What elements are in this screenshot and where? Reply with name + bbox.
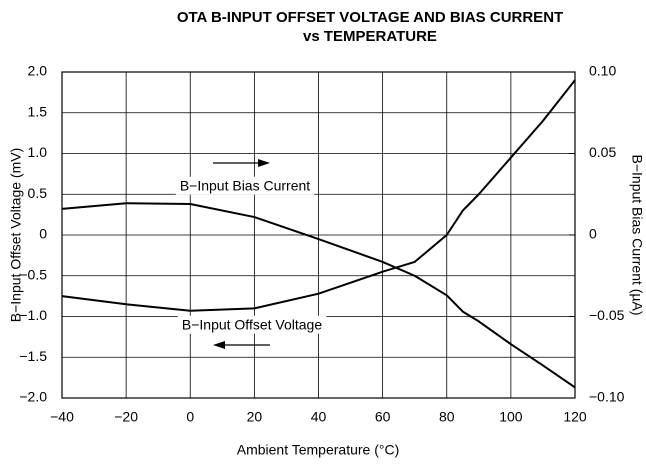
y2-axis-label: B−Input Bias Current (µA) [629, 155, 645, 316]
chart-title: OTA B-INPUT OFFSET VOLTAGE AND BIAS CURR… [177, 9, 563, 26]
chart-title: vs TEMPERATURE [303, 28, 437, 45]
y-tick-label: −2.0 [19, 389, 47, 405]
y-tick-label: 1.5 [28, 103, 48, 119]
series-annotation: B−Input Offset Voltage [182, 317, 322, 333]
annotation-background [177, 315, 327, 334]
y-tick-label: 0.5 [28, 185, 48, 201]
series-line [61, 79, 576, 312]
arrow-head [258, 159, 270, 167]
x-tick-label: 40 [311, 409, 327, 425]
y2-tick-label: −0.05 [589, 307, 625, 323]
series-line [61, 202, 576, 389]
x-tick-label: 0 [186, 409, 194, 425]
y-tick-label: −1.0 [19, 307, 47, 323]
x-tick-label: 80 [439, 409, 455, 425]
y-tick-label: 1.0 [28, 144, 48, 160]
arrow-head [213, 341, 225, 349]
y-tick-label: −0.5 [19, 266, 47, 282]
y2-tick-label: 0.05 [589, 144, 616, 160]
y-tick-label: −1.5 [19, 348, 47, 364]
y-tick-label: 2.0 [28, 63, 48, 79]
y2-tick-label: −0.10 [589, 389, 625, 405]
x-tick-label: 20 [247, 409, 263, 425]
series-annotation: B−Input Bias Current [180, 178, 310, 194]
x-axis-label: Ambient Temperature (°C) [237, 442, 400, 458]
annotation-background [175, 176, 315, 195]
y2-tick-label: 0 [589, 226, 597, 242]
y2-tick-label: 0.10 [589, 63, 616, 79]
y-tick-label: 0 [39, 226, 47, 242]
x-tick-label: −40 [50, 409, 74, 425]
x-tick-label: 60 [375, 409, 391, 425]
x-tick-label: −20 [114, 409, 138, 425]
plot-frame [61, 71, 576, 399]
y-axis-label: B−Input Offset Voltage (mV) [8, 148, 24, 322]
x-tick-label: 100 [499, 409, 523, 425]
x-tick-label: 120 [563, 409, 587, 425]
